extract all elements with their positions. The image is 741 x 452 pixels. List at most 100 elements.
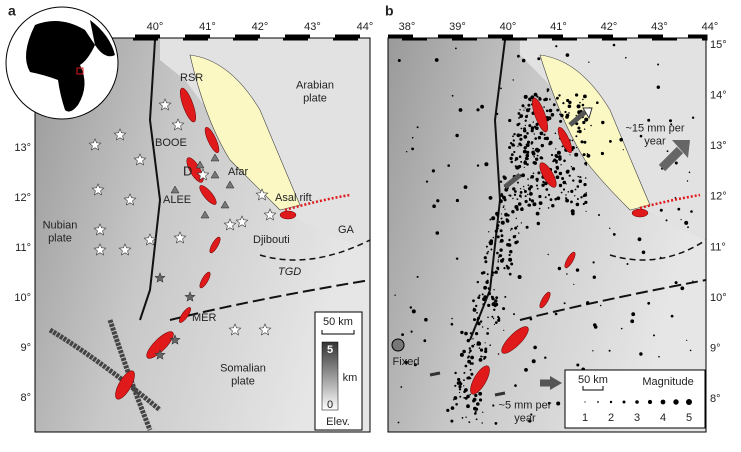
seismic-event: [537, 136, 542, 140]
seismic-event: [455, 257, 457, 260]
seismic-event: [574, 188, 577, 191]
seismic-event: [532, 202, 537, 207]
seismic-event: [515, 217, 517, 220]
seismic-event: [546, 88, 550, 91]
seismic-event: [584, 177, 587, 179]
magnitude-label: 1: [582, 412, 588, 424]
seismic-event: [467, 359, 471, 364]
seismic-event: [524, 195, 527, 198]
seismic-event: [500, 194, 504, 197]
magnitude-label: 4: [660, 412, 666, 424]
seismic-event: [456, 381, 461, 385]
seismic-event: [400, 386, 403, 388]
volcano-star: [158, 98, 172, 111]
seismic-event: [552, 103, 556, 107]
lon-label: 43°: [304, 21, 321, 33]
seismic-event: [494, 299, 498, 303]
seismic-event: [599, 304, 602, 307]
seismic-event: [519, 144, 522, 147]
seismic-event: [575, 135, 578, 138]
seismic-event: [529, 190, 531, 192]
seismic-event: [518, 155, 522, 158]
seismic-event: [582, 202, 585, 206]
map-label: TGD: [278, 266, 301, 278]
seismic-event: [566, 273, 568, 275]
seismic-event: [526, 140, 531, 144]
seismic-event: [670, 314, 674, 318]
seismic-event: [576, 363, 580, 367]
seismic-event: [450, 322, 454, 326]
seismic-event: [497, 256, 500, 259]
seismic-event: [517, 145, 519, 147]
seismic-event: [560, 164, 562, 166]
seismic-event: [471, 344, 475, 348]
seismic-event: [524, 156, 529, 161]
seismic-event: [490, 248, 493, 251]
seismic-event: [504, 208, 506, 210]
seismic-event: [530, 199, 535, 203]
seismic-event: [520, 127, 523, 130]
seismic-event: [612, 233, 616, 236]
seismic-event: [535, 158, 537, 160]
seismic-event: [480, 271, 484, 275]
seismic-event: [473, 307, 475, 309]
seismic-event: [523, 94, 528, 99]
seismic-event: [552, 160, 555, 163]
seismic-event: [514, 205, 519, 209]
seismic-event: [608, 349, 611, 352]
magnitude-symbol: [635, 400, 639, 404]
seismic-event: [517, 275, 522, 279]
seismic-event: [567, 104, 572, 109]
seismic-event: [482, 303, 485, 306]
seismic-event: [463, 371, 466, 374]
seismic-event: [600, 151, 605, 156]
seismic-event: [478, 398, 483, 402]
seismic-event: [562, 188, 566, 191]
seismic-event: [538, 201, 543, 206]
seismic-event: [523, 109, 525, 111]
seismic-event: [653, 334, 655, 337]
volcano-star: [223, 218, 237, 231]
seismic-event: [674, 161, 678, 165]
map-label: Djibouti: [253, 234, 290, 246]
legend-box: [564, 369, 706, 429]
seismic-event: [486, 273, 489, 276]
seismic-event: [530, 413, 533, 416]
seismic-event: [483, 285, 487, 290]
magnitude-label: 3: [634, 412, 640, 424]
seismic-event: [524, 107, 526, 109]
magnitude-symbol: [597, 401, 599, 403]
seismic-event: [466, 394, 470, 399]
seismic-event: [487, 292, 491, 296]
seismic-event: [665, 219, 668, 222]
seismic-event: [558, 94, 561, 97]
seismic-event: [513, 144, 516, 147]
seismic-event: [499, 180, 503, 183]
seismic-event: [519, 194, 522, 197]
seismic-event: [530, 129, 534, 133]
seismic-event: [461, 417, 464, 419]
seismic-event: [647, 118, 651, 122]
seismic-event: [455, 133, 459, 138]
seismic-event: [637, 237, 642, 242]
volcano-star: [154, 349, 166, 360]
triangle: [195, 160, 205, 169]
seismic-event: [521, 104, 525, 108]
seismic-event: [520, 207, 524, 211]
seismic-event: [522, 185, 525, 188]
seismic-event: [498, 221, 501, 223]
seismic-event: [575, 268, 580, 272]
seismic-event: [639, 134, 643, 138]
seismic-event: [687, 226, 689, 229]
seismic-event: [533, 133, 535, 135]
map-label: D: [183, 163, 192, 178]
seismic-event: [497, 315, 500, 319]
seismic-event: [513, 193, 517, 196]
seismic-event: [585, 192, 587, 194]
volcano-star: [93, 223, 107, 236]
triangle: [220, 200, 230, 209]
seismic-event: [566, 98, 570, 103]
seismic-event: [533, 156, 535, 158]
seismic-event: [517, 202, 522, 206]
seismic-event: [555, 159, 558, 162]
